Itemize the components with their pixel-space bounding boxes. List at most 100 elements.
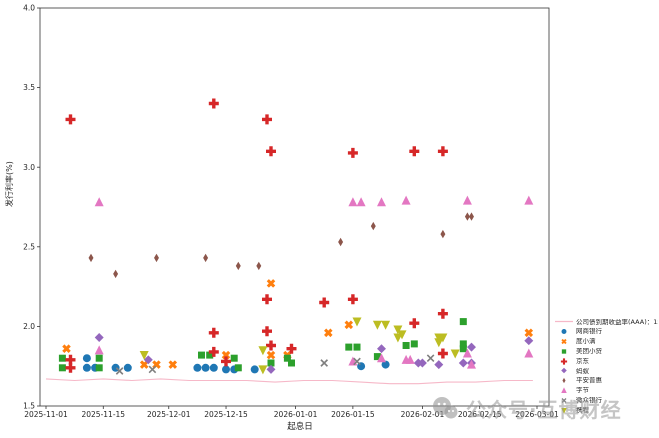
data-point-marker (58, 364, 66, 372)
legend-item-微众银行: 微众银行 (554, 395, 658, 405)
data-point-marker (168, 360, 178, 369)
series-京东 (65, 98, 448, 373)
data-point-marker (450, 349, 460, 359)
legend-label: 携程 (576, 406, 589, 414)
series-携程 (139, 317, 460, 375)
legend-item-平安普惠: 平安普惠 (554, 376, 658, 386)
data-point-marker (372, 320, 382, 330)
data-point-marker (283, 354, 291, 362)
data-point-marker (426, 354, 435, 363)
data-point-marker (258, 346, 268, 356)
legend-marker-aaa-yield-line (554, 317, 574, 326)
data-point-marker (262, 114, 272, 125)
series-平安普惠 (88, 212, 474, 279)
data-point-marker (266, 350, 276, 360)
data-point-marker (440, 229, 446, 239)
legend-item-美团小贷: 美团小贷 (554, 346, 658, 356)
data-point-marker (123, 363, 132, 372)
data-point-marker (266, 279, 276, 288)
data-point-marker (94, 197, 104, 207)
data-point-marker (344, 320, 354, 330)
data-point-marker (352, 317, 362, 327)
data-point-marker (65, 114, 76, 125)
data-point-marker (409, 146, 420, 157)
x-tick-label: 2025-11-15 (81, 410, 125, 419)
data-point-marker (201, 363, 210, 372)
x-tick-label: 2026-02-15 (458, 410, 502, 419)
data-point-marker (381, 320, 391, 330)
legend-marker-平安普惠 (554, 376, 574, 385)
legend-marker-蚂蚁 (554, 366, 574, 375)
legend-item-网商银行: 网商银行 (554, 327, 658, 337)
data-point-marker (82, 354, 91, 363)
data-point-marker (458, 358, 468, 368)
data-point-marker (209, 363, 218, 372)
data-point-marker (256, 261, 262, 271)
data-point-marker (206, 351, 214, 359)
data-point-marker (467, 359, 476, 369)
series-微众银行 (115, 354, 435, 375)
y-tick-label: 3.0 (23, 163, 35, 172)
data-point-marker (353, 343, 361, 351)
data-point-marker (288, 359, 295, 367)
legend-item-蚂蚁: 蚂蚁 (554, 366, 658, 376)
data-point-marker (193, 363, 202, 372)
data-point-marker (353, 357, 361, 366)
data-point-marker (262, 326, 272, 337)
legend-label: 度小满 (576, 338, 596, 345)
data-point-marker (438, 333, 448, 343)
legend-label: 字节 (576, 387, 589, 394)
legend: 公司债到期收益率(AAA)：1年 网商银行度小满 美团小贷 京东蚂蚁 平安普惠 字节 微众银… (554, 317, 658, 415)
data-point-marker (286, 343, 297, 354)
data-point-marker (459, 318, 467, 326)
legend-label: 京东 (576, 357, 589, 365)
legend-marker-度小满 (554, 337, 574, 346)
data-point-marker (405, 354, 415, 364)
data-point-marker (208, 98, 219, 109)
data-point-marker (437, 308, 448, 319)
data-point-marker (230, 354, 238, 362)
legend-label: 蚂蚁 (576, 367, 589, 375)
x-tick-label: 2026-03-01 (515, 410, 559, 419)
legend-marker-网商银行 (554, 327, 574, 336)
legend-item-携程: 携程 (554, 405, 658, 415)
data-point-marker (143, 355, 153, 365)
data-point-marker (345, 343, 353, 351)
data-point-marker (459, 340, 467, 348)
legend-marker-微众银行 (554, 396, 574, 405)
data-point-marker (250, 365, 259, 374)
data-point-marker (94, 333, 104, 342)
x-tick-label: 2025-12-01 (147, 410, 191, 419)
legend-label: 公司债到期收益率(AAA)：1年 (576, 318, 658, 326)
data-point-marker (266, 146, 276, 157)
data-point-marker (198, 351, 205, 359)
data-point-marker (377, 344, 386, 354)
aaa-yield-line (45, 378, 533, 385)
data-point-marker (397, 330, 407, 340)
data-point-marker (348, 197, 358, 207)
data-point-marker (409, 318, 420, 329)
data-point-marker (235, 261, 241, 271)
data-point-marker (95, 364, 103, 372)
data-point-marker (381, 360, 390, 369)
y-axis-title: 发行利率(%) (5, 161, 14, 207)
data-point-marker (377, 353, 386, 363)
data-point-marker (377, 197, 386, 207)
x-tick-label: 2025-12-15 (204, 410, 248, 419)
data-point-marker (462, 348, 472, 358)
data-point-marker (266, 364, 276, 374)
data-point-marker (434, 360, 444, 370)
data-point-marker (82, 363, 91, 372)
plot-border (39, 7, 550, 407)
data-point-marker (115, 367, 124, 375)
data-point-marker (208, 346, 219, 357)
y-tick-label: 1.5 (23, 402, 35, 411)
data-point-marker (266, 340, 276, 351)
legend-marker-字节 (554, 386, 574, 395)
x-axis-title: 起息日 (287, 422, 313, 432)
legend-marker-美团小贷 (554, 347, 574, 356)
legend-label: 网商银行 (576, 328, 602, 335)
y-tick-label: 2.0 (23, 322, 35, 331)
